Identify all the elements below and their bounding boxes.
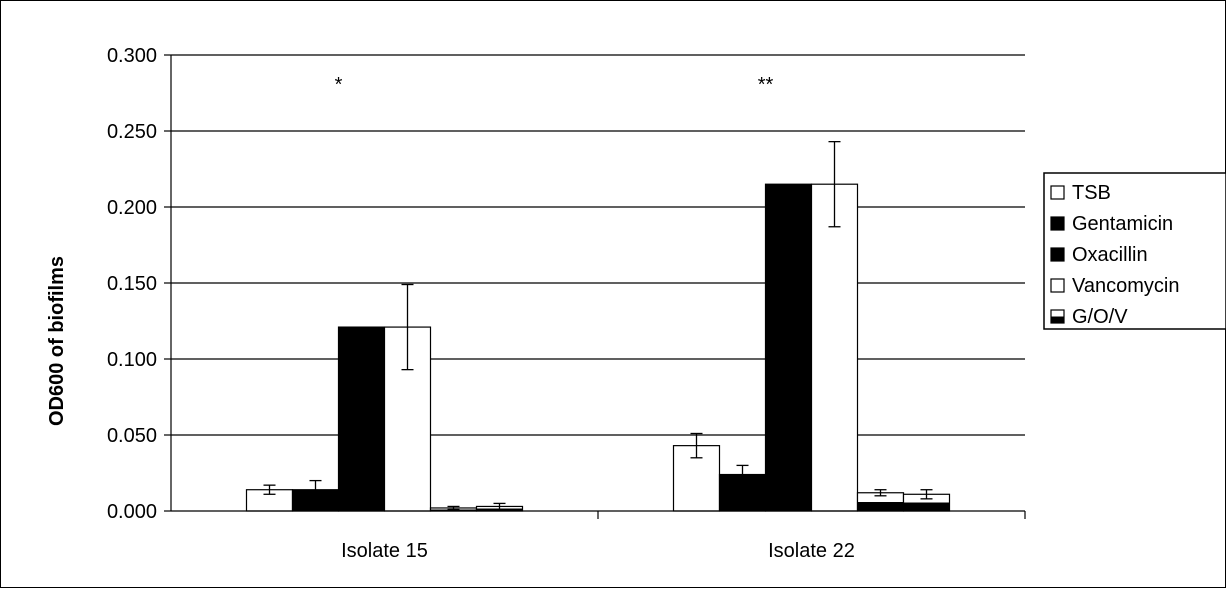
legend-swatch: [1050, 309, 1065, 324]
legend-swatch: [1050, 216, 1065, 231]
error-bars: [263, 140, 933, 511]
legend-label: Oxacillin: [1072, 244, 1148, 266]
bar: [810, 183, 859, 512]
axes: [164, 54, 1026, 519]
legend-label: Vancomycin: [1072, 275, 1179, 297]
x-category-label: Isolate 22: [768, 540, 855, 562]
legend-swatch: [1050, 247, 1065, 262]
y-tick-label: 0.200: [107, 197, 157, 219]
y-tick-label: 0.050: [107, 425, 157, 447]
y-tick-label: 0.150: [107, 273, 157, 295]
y-tick-label: 0.300: [107, 45, 157, 67]
y-axis-label: OD600 of biofilms: [46, 256, 68, 426]
significance-mark: **: [758, 74, 774, 96]
bars: [245, 183, 951, 512]
y-tick-label: 0.250: [107, 121, 157, 143]
y-tick-labels: 0.000 0.050 0.100 0.150 0.200 0.250 0.300: [107, 45, 157, 523]
legend: TSB Gentamicin Oxacillin Vancomycin G/O/V: [1043, 172, 1226, 330]
bar: [337, 326, 386, 512]
y-tick-label: 0.000: [107, 501, 157, 523]
x-category-labels: Isolate 15 Isolate 22: [341, 540, 855, 562]
y-tick-label: 0.100: [107, 349, 157, 371]
x-category-label: Isolate 15: [341, 540, 428, 562]
legend-label: TSB: [1072, 182, 1111, 204]
bar: [764, 183, 813, 512]
significance-annotations: * **: [335, 74, 774, 96]
significance-mark: *: [335, 74, 343, 96]
legend-swatch: [1050, 185, 1065, 200]
gridlines: [171, 54, 1025, 436]
legend-swatch: [1050, 278, 1065, 293]
legend-label: Gentamicin: [1072, 213, 1173, 235]
legend-box: [1043, 172, 1226, 330]
legend-label: G/O/V: [1072, 306, 1128, 328]
